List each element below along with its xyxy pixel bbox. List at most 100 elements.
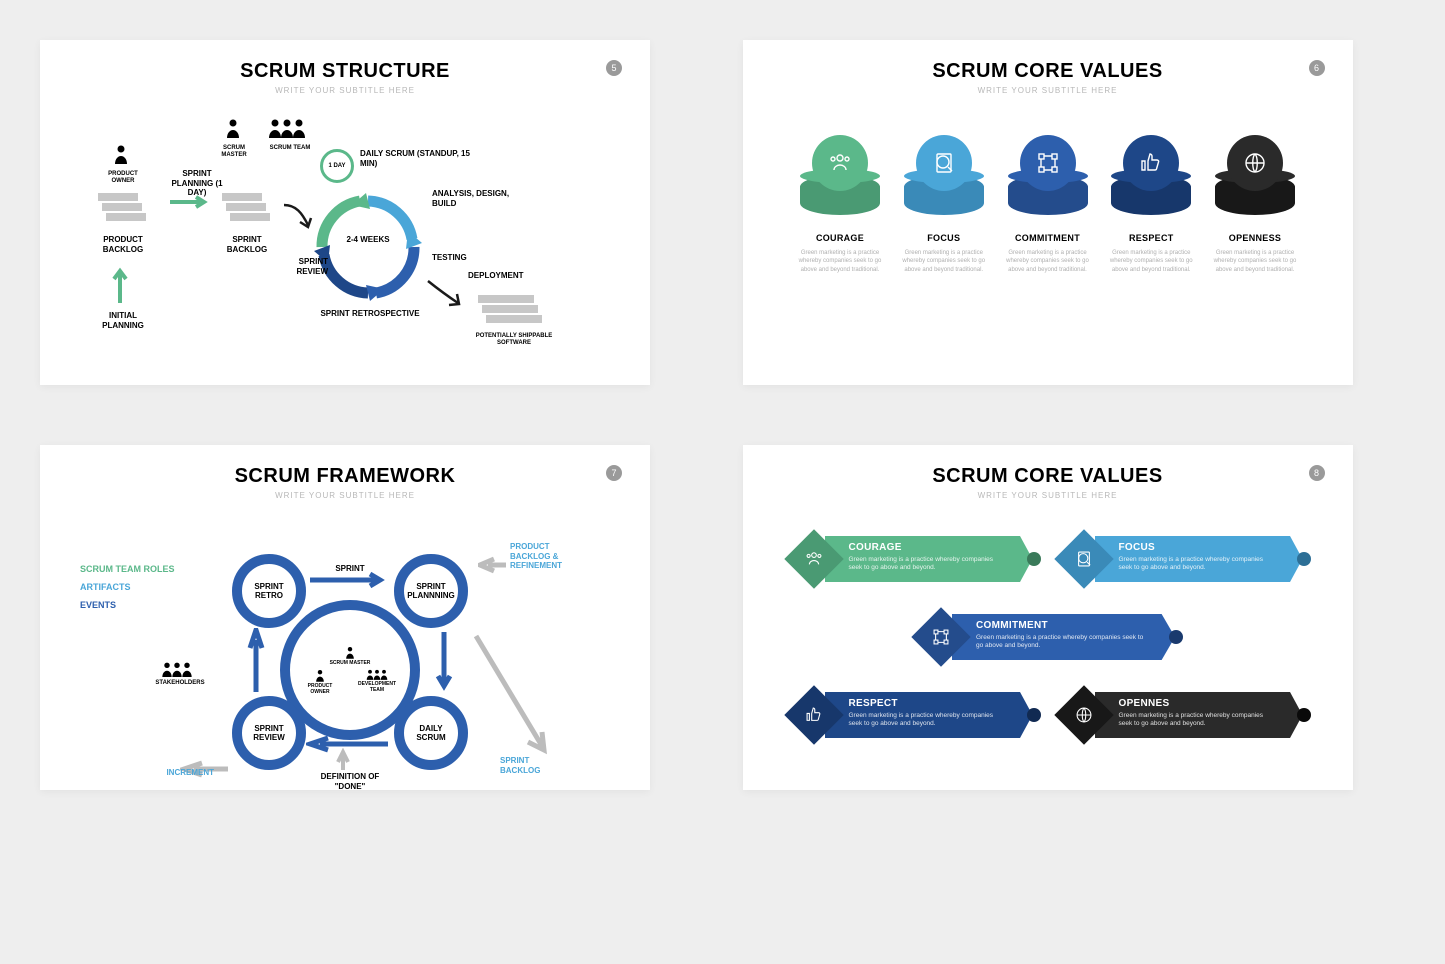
arrow-right-icon — [170, 195, 210, 209]
pillar-circle — [1227, 135, 1283, 191]
product-owner-label: PRODUCT OWNER — [300, 683, 340, 695]
ribbon-body: FOCUS Green marketing is a practice wher… — [1095, 536, 1303, 582]
backlog-stack — [222, 193, 270, 223]
pillar-title: OPENNESS — [1208, 233, 1303, 243]
sprint-retro-circle: SPRINT RETRO — [232, 554, 306, 628]
slide-subtitle: WRITE YOUR SUBTITLE HERE — [773, 491, 1323, 500]
thumb-icon — [1138, 150, 1164, 176]
initial-planning-label: INITIAL PLANNING — [88, 311, 158, 330]
arrow-icon — [246, 628, 266, 696]
ribbon-title: COMMITMENT — [976, 620, 1147, 631]
ribbon-body: COURAGE Green marketing is a practice wh… — [825, 536, 1033, 582]
slide-core-values-pillars: 6 SCRUM CORE VALUES WRITE YOUR SUBTITLE … — [743, 40, 1353, 385]
ribbon-dot — [1297, 552, 1311, 566]
slide-scrum-framework: 7 SCRUM FRAMEWORK WRITE YOUR SUBTITLE HE… — [40, 445, 650, 790]
legend-roles: SCRUM TEAM ROLES — [80, 560, 175, 578]
scrum-master-label: SCRUM MASTER — [212, 145, 256, 159]
users-icon — [827, 150, 853, 176]
pillar-desc: Green marketing is a practice whereby co… — [793, 249, 888, 274]
scrum-master-label: SCRUM MASTER — [330, 660, 371, 666]
product-owner-label: PRODUCT OWNER — [96, 171, 150, 185]
slide-title: SCRUM STRUCTURE — [70, 60, 620, 83]
pillar: FOCUS Green marketing is a practice wher… — [896, 135, 991, 274]
legend-artifacts: ARTIFACTS — [80, 578, 175, 596]
pillar: COURAGE Green marketing is a practice wh… — [793, 135, 888, 274]
sprint-review-label: SPRINT REVIEW — [268, 257, 328, 276]
ribbon-desc: Green marketing is a practice whereby co… — [976, 634, 1147, 651]
ribbon-title: COURAGE — [849, 542, 1005, 553]
slide-title: SCRUM FRAMEWORK — [70, 465, 620, 488]
daily-scrum-label: DAILY SCRUM (STANDUP, 15 MIN) — [360, 149, 470, 168]
slide-core-values-ribbons: 8 SCRUM CORE VALUES WRITE YOUR SUBTITLE … — [743, 445, 1353, 790]
slide-title: SCRUM CORE VALUES — [773, 60, 1323, 83]
slide-scrum-structure: 5 SCRUM STRUCTURE WRITE YOUR SUBTITLE HE… — [40, 40, 650, 385]
page-number: 6 — [1309, 60, 1325, 76]
dev-team-label: DEVELOPMENT TEAM — [354, 681, 400, 693]
search-icon — [1074, 549, 1094, 569]
nodes-icon — [931, 627, 951, 647]
pillar-circle — [916, 135, 972, 191]
ribbon-dot — [1027, 552, 1041, 566]
ribbon-body: OPENNES Green marketing is a practice wh… — [1095, 692, 1303, 738]
pillar-desc: Green marketing is a practice whereby co… — [1000, 249, 1095, 274]
pillar-desc: Green marketing is a practice whereby co… — [1208, 249, 1303, 274]
ribbon-container: COURAGE Green marketing is a practice wh… — [773, 500, 1323, 744]
person-icon — [224, 117, 242, 141]
arrow-icon — [306, 570, 392, 590]
arrow-up-icon — [112, 267, 128, 303]
page-number: 7 — [606, 465, 622, 481]
stakeholders-label: STAKEHOLDERS — [148, 680, 212, 687]
ribbon: FOCUS Green marketing is a practice wher… — [1063, 530, 1303, 588]
pillar-circle — [1020, 135, 1076, 191]
product-backlog-label: PRODUCT BACKLOG & REFINEMENT — [510, 542, 590, 571]
arrow-icon — [334, 748, 352, 772]
shippable-label: POTENTIALLY SHIPPABLE SOFTWARE — [464, 333, 564, 347]
pillar-title: COURAGE — [793, 233, 888, 243]
ribbon-row: RESPECT Green marketing is a practice wh… — [793, 686, 1303, 744]
definition-done-label: DEFINITION OF "DONE" — [306, 772, 394, 791]
slide-subtitle: WRITE YOUR SUBTITLE HERE — [70, 86, 620, 95]
ribbon: COMMITMENT Green marketing is a practice… — [920, 608, 1175, 666]
slide-subtitle: WRITE YOUR SUBTITLE HERE — [773, 86, 1323, 95]
legend-events: EVENTS — [80, 596, 175, 614]
pillar-circle — [812, 135, 868, 191]
ribbon-dot — [1027, 708, 1041, 722]
sprint-review-circle: SPRINT REVIEW — [232, 696, 306, 770]
ribbon: OPENNES Green marketing is a practice wh… — [1063, 686, 1303, 744]
legend: SCRUM TEAM ROLES ARTIFACTS EVENTS — [80, 560, 175, 614]
backlog-stack — [98, 193, 146, 223]
weeks-label: 2-4 WEEKS — [340, 235, 396, 245]
arrow-icon — [470, 630, 550, 760]
sprint-planning-circle: SPRINT PLANNNING — [394, 554, 468, 628]
pillar-title: COMMITMENT — [1000, 233, 1095, 243]
thumb-icon — [804, 705, 824, 725]
arrow-icon — [478, 556, 508, 574]
daily-scrum-circle: DAILY SCRUM — [394, 696, 468, 770]
page-number: 5 — [606, 60, 622, 76]
ribbon-desc: Green marketing is a practice whereby co… — [1119, 712, 1275, 729]
cycle-diagram — [308, 187, 428, 307]
nodes-icon — [1035, 150, 1061, 176]
ribbon-desc: Green marketing is a practice whereby co… — [849, 556, 1005, 573]
ribbon-title: OPENNES — [1119, 698, 1275, 709]
pillar: RESPECT Green marketing is a practice wh… — [1104, 135, 1199, 274]
arrow-icon — [434, 628, 454, 696]
ribbon: RESPECT Green marketing is a practice wh… — [793, 686, 1033, 744]
person-icon — [112, 143, 130, 167]
slide-subtitle: WRITE YOUR SUBTITLE HERE — [70, 491, 620, 500]
person-icon — [290, 117, 308, 141]
backlog-stack — [478, 295, 542, 325]
sprint-backlog-label: SPRINT BACKLOG — [212, 235, 282, 254]
ribbon-body: COMMITMENT Green marketing is a practice… — [952, 614, 1175, 660]
pillar-title: RESPECT — [1104, 233, 1199, 243]
product-backlog-label: PRODUCT BACKLOG — [88, 235, 158, 254]
deployment-label: DEPLOYMENT — [468, 271, 558, 281]
scrum-team-label: SCRUM TEAM — [268, 145, 312, 152]
ribbon-body: RESPECT Green marketing is a practice wh… — [825, 692, 1033, 738]
ribbon-dot — [1297, 708, 1311, 722]
ribbon-row: COMMITMENT Green marketing is a practice… — [793, 608, 1303, 666]
pillar-row: COURAGE Green marketing is a practice wh… — [773, 95, 1323, 274]
one-day-badge: 1 DAY — [320, 149, 354, 183]
ribbon-row: COURAGE Green marketing is a practice wh… — [793, 530, 1303, 588]
globe-icon — [1242, 150, 1268, 176]
